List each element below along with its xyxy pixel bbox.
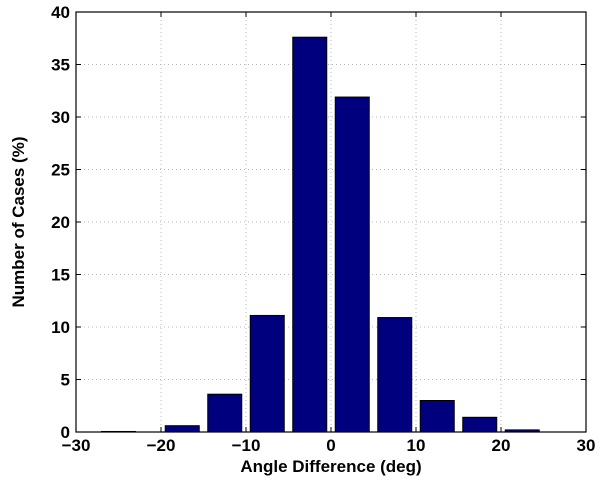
histogram-bar <box>164 425 200 433</box>
y-tick-labels: 0 5 10 15 20 25 30 35 40 <box>51 3 70 442</box>
tick-marks <box>75 11 587 433</box>
grid-lines <box>76 12 586 432</box>
y-tick-label: 25 <box>51 161 70 180</box>
x-tick-label: 10 <box>407 436 426 455</box>
x-tick-label: 0 <box>326 436 335 455</box>
y-tick-label: 0 <box>61 423 70 442</box>
histogram-bar <box>334 96 370 433</box>
x-tick-label: −10 <box>232 436 261 455</box>
histogram-bar <box>419 400 455 433</box>
x-tick-label: 30 <box>577 436 596 455</box>
x-tick-label: 20 <box>492 436 511 455</box>
y-tick-label: 40 <box>51 3 70 22</box>
histogram-bar <box>377 317 413 433</box>
y-tick-label: 15 <box>51 266 70 285</box>
x-tick-label: −30 <box>62 436 91 455</box>
y-tick-label: 10 <box>51 318 70 337</box>
histogram-bar <box>207 393 243 433</box>
histogram-bar <box>462 416 498 433</box>
histogram-bar <box>249 314 285 433</box>
y-tick-label: 35 <box>51 56 70 75</box>
histogram-bar <box>292 36 328 433</box>
x-tick-labels: −30 −20 −10 0 10 20 30 <box>62 436 596 455</box>
y-axis-title: Number of Cases (%) <box>9 137 28 308</box>
y-tick-label: 20 <box>51 213 70 232</box>
bars <box>101 36 540 433</box>
x-axis-title: Angle Difference (deg) <box>240 457 421 476</box>
x-tick-label: −20 <box>147 436 176 455</box>
y-tick-label: 30 <box>51 108 70 127</box>
y-tick-label: 5 <box>61 371 70 390</box>
